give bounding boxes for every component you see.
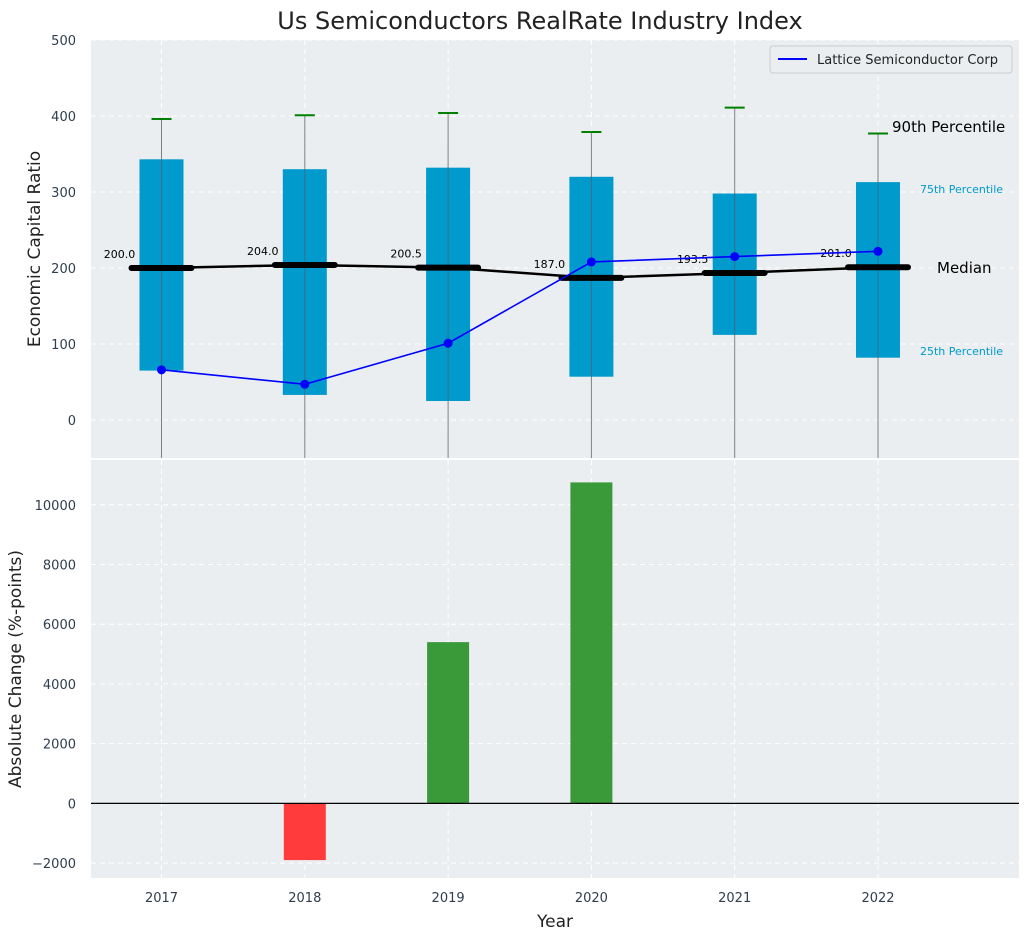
x-tick-label: 2017 — [145, 891, 178, 906]
series-point-2019 — [443, 338, 453, 348]
legend-box — [769, 45, 1013, 74]
y-tick-label: 0 — [68, 797, 76, 812]
boxplot-marks: 200.0 204.0 200.5 187.0 193.5 201.0 — [104, 106, 911, 458]
y-tick-label: 500 — [51, 34, 76, 49]
series-point-2021 — [730, 252, 740, 262]
y-tick-label: 2000 — [43, 738, 76, 753]
bar-2018 — [283, 803, 326, 861]
bar-marks — [91, 482, 1019, 861]
median-value-label: 193.5 — [677, 253, 709, 266]
x-tick-label: 2020 — [575, 891, 608, 906]
series-line-lattice — [161, 250, 879, 386]
bar-panel: −2000 0 2000 4000 6000 8000 10000 2017 2018 2019… — [6, 460, 1019, 932]
bar-x-axis-label: Year — [536, 912, 573, 932]
annotation-median: Median — [937, 259, 992, 277]
y-tick-label: 100 — [51, 338, 76, 353]
median-value-label: 187.0 — [534, 258, 566, 271]
y-tick-label: 0 — [68, 414, 76, 429]
median-value-label: 200.5 — [390, 248, 422, 261]
series-point-2017 — [157, 365, 166, 375]
y-tick-label: 8000 — [43, 559, 76, 574]
median-value-label: 201.0 — [820, 247, 852, 260]
y-tick-label: 400 — [51, 110, 76, 125]
boxplot-y-ticks: 0 100 200 300 400 500 — [51, 34, 76, 429]
bar-y-ticks: −2000 0 2000 4000 6000 8000 10000 — [32, 499, 76, 872]
x-tick-label: 2022 — [861, 891, 894, 906]
y-tick-label: 300 — [51, 186, 76, 201]
series-point-2020 — [586, 257, 596, 267]
bar-2020 — [570, 482, 613, 804]
bar-x-ticks: 2017 2018 2019 2020 2021 2022 — [145, 891, 895, 906]
x-tick-label: 2018 — [288, 891, 321, 906]
y-tick-label: 4000 — [43, 678, 76, 693]
annotation-90th-percentile: 90th Percentile — [892, 118, 1005, 136]
y-tick-label: 10000 — [35, 499, 76, 514]
chart-title: Us Semiconductors RealRate Industry Inde… — [277, 7, 802, 35]
boxplot-y-axis-label: Economic Capital Ratio — [25, 151, 45, 347]
median-value-label: 200.0 — [104, 248, 136, 261]
bar-plot-area — [91, 460, 1019, 878]
x-tick-label: 2019 — [432, 891, 465, 906]
annotation-25th-percentile: 25th Percentile — [920, 345, 1003, 358]
y-tick-label: −2000 — [32, 857, 76, 872]
median-value-label: 204.0 — [247, 245, 279, 258]
y-tick-label: 6000 — [43, 618, 76, 633]
y-tick-label: 200 — [51, 262, 76, 277]
legend-entry-lattice: Lattice Semiconductor Corp — [817, 53, 998, 68]
annotation-75th-percentile: 75th Percentile — [920, 183, 1003, 196]
x-tick-label: 2021 — [718, 891, 751, 906]
series-point-2022 — [873, 246, 883, 256]
boxplot-panel: 200.0 204.0 200.5 187.0 193.5 201.0 0 100 200 30… — [25, 7, 1019, 458]
bar-y-axis-label: Absolute Change (%-points) — [6, 550, 26, 788]
series-point-2018 — [300, 379, 310, 389]
legend: Lattice Semiconductor Corp — [769, 45, 1013, 74]
bar-2019 — [427, 642, 470, 804]
